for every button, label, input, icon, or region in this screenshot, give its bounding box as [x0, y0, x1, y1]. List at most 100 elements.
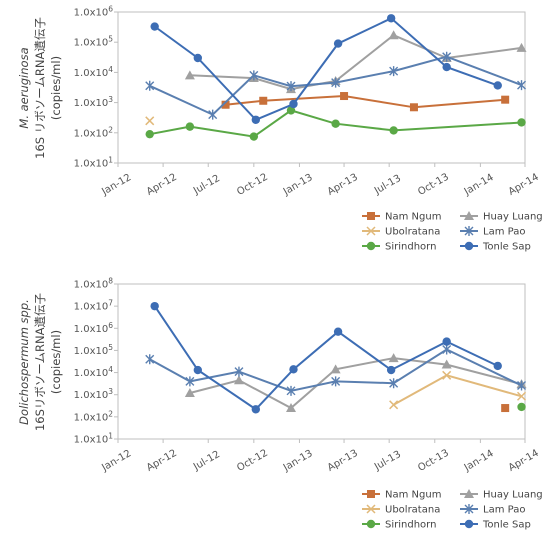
data-point: [184, 70, 195, 80]
y-tick-label: 1.0x103: [74, 95, 114, 109]
legend-label: Nam Ngum: [385, 490, 441, 501]
data-point: [389, 400, 399, 410]
data-point: [331, 77, 341, 88]
y-tick-label: 1.0x105: [74, 343, 114, 357]
x-tick-label: Jan-12: [99, 448, 133, 474]
data-point: [145, 80, 155, 91]
data-point: [193, 53, 203, 63]
legend-label: Huay Luang: [483, 490, 543, 501]
data-point: [286, 81, 296, 92]
data-point: [501, 95, 510, 104]
series-sirindhorn: [145, 106, 526, 141]
legend-label: Sirindhorn: [385, 520, 436, 531]
legend-label: Lam Pao: [483, 227, 525, 238]
legend-label: Tonle Sap: [482, 242, 531, 253]
y-axis-label: M. aeruginosa: [17, 47, 31, 128]
x-tick-label: Jul-12: [191, 173, 222, 197]
legend-label: Lam Pao: [483, 505, 525, 516]
data-point: [441, 359, 452, 369]
y-tick-label: 1.0x106: [74, 5, 114, 19]
legend-label: Nam Ngum: [385, 212, 441, 223]
series-tonle-sap: [150, 14, 502, 124]
data-point: [259, 96, 268, 105]
data-point: [516, 42, 527, 52]
series-huay-luang: [184, 30, 527, 94]
y-tick-label: 1.0x102: [74, 125, 114, 139]
data-point: [233, 375, 244, 385]
data-point: [442, 337, 451, 346]
x-tick-label: Jul-12: [191, 449, 222, 473]
legend-label: Huay Luang: [483, 212, 543, 223]
legend-marker: [464, 211, 474, 220]
data-point: [442, 62, 451, 72]
x-tick-label: Apr-14: [507, 172, 541, 198]
data-point: [493, 81, 502, 90]
data-point: [289, 365, 298, 374]
x-tick-label: Apr-12: [145, 448, 179, 474]
y-axis-label: 16SリボソームRNA遺伝子: [33, 293, 47, 431]
y-tick-label: 1.0x101: [74, 432, 114, 446]
data-point: [286, 385, 296, 396]
plot-area: [117, 11, 526, 164]
data-point: [389, 126, 398, 135]
data-point: [221, 100, 230, 109]
series-sirindhorn: [517, 402, 526, 412]
legend-marker: [464, 489, 474, 498]
data-point: [388, 353, 399, 363]
legend-marker: [464, 241, 474, 251]
data-point: [150, 22, 159, 31]
data-point: [333, 327, 343, 336]
data-point: [234, 366, 244, 377]
data-point: [331, 119, 340, 128]
y-tick-label: 1.0x104: [74, 65, 114, 79]
y-tick-label: 1.0x107: [74, 299, 114, 313]
data-point: [150, 301, 159, 311]
legend-marker: [366, 519, 376, 529]
data-point: [249, 70, 259, 81]
data-point: [145, 116, 155, 126]
data-point: [286, 403, 297, 413]
chart-dolichospermum: 1.0x101 1.0x102 1.0x103 1.0x104 1.0x105 1.0x1…: [17, 277, 543, 531]
legend-label: Tonle Sap: [482, 520, 531, 531]
x-tick-label: Apr-12: [145, 172, 179, 198]
data-point: [517, 380, 527, 391]
data-point: [517, 402, 526, 412]
x-tick-label: Jan-12: [99, 172, 133, 198]
series-tonle-sap: [150, 301, 502, 414]
x-tick-label: Apr-14: [507, 448, 541, 474]
y-axis-label: (copies/ml): [49, 56, 63, 120]
data-point: [193, 365, 203, 375]
x-tick-label: Oct-13: [416, 172, 451, 198]
series-ubolratana: [145, 116, 155, 126]
data-point: [185, 122, 195, 131]
data-point: [516, 391, 527, 401]
x-tick-label: Oct-12: [235, 448, 270, 474]
data-point: [386, 365, 396, 375]
data-point: [493, 361, 502, 371]
legend: Nam Ngum Huay Luang Ubolratana Lam Pao Sirin…: [362, 211, 543, 253]
legend-marker: [366, 226, 376, 236]
plot-area: [117, 283, 526, 440]
data-point: [145, 129, 154, 139]
legend-label: Sirindhorn: [385, 242, 436, 253]
data-point: [389, 66, 399, 77]
data-point: [517, 118, 526, 127]
x-tick-label: Oct-12: [235, 172, 270, 198]
x-tick-label: Jan-14: [462, 172, 496, 198]
data-point: [286, 106, 296, 115]
y-tick-label: 1.0x108: [74, 277, 114, 291]
x-tick-label: Jan-14: [462, 448, 496, 474]
x-tick-label: Apr-13: [326, 448, 360, 474]
legend-marker: [464, 519, 474, 529]
series-nam-ngum: [501, 404, 510, 413]
data-point: [145, 354, 155, 365]
data-point: [389, 378, 399, 389]
x-tick-label: Jul-13: [372, 449, 403, 473]
data-point: [251, 405, 261, 414]
y-tick-label: 1.0x103: [74, 387, 114, 401]
y-tick-label: 1.0x105: [74, 35, 114, 49]
legend-marker: [367, 490, 375, 498]
series-nam-ngum: [221, 92, 510, 112]
y-tick-label: 1.0x101: [74, 156, 114, 170]
legend-marker: [464, 504, 474, 514]
